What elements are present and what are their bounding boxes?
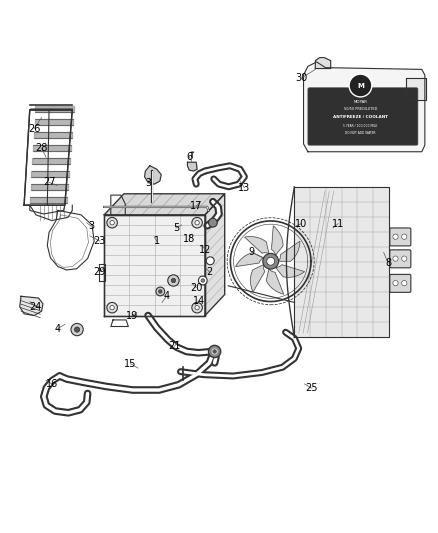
Text: 4: 4 bbox=[163, 291, 170, 301]
Polygon shape bbox=[236, 253, 264, 266]
Circle shape bbox=[171, 278, 176, 282]
FancyBboxPatch shape bbox=[308, 88, 418, 145]
Circle shape bbox=[110, 221, 114, 225]
Text: 15: 15 bbox=[124, 359, 137, 369]
Circle shape bbox=[402, 280, 407, 286]
Circle shape bbox=[206, 257, 214, 265]
Text: 23: 23 bbox=[94, 236, 106, 246]
Circle shape bbox=[195, 221, 199, 225]
Circle shape bbox=[212, 349, 217, 354]
Text: 11: 11 bbox=[332, 219, 344, 229]
Circle shape bbox=[159, 290, 162, 293]
Text: 25: 25 bbox=[306, 383, 318, 393]
Circle shape bbox=[168, 275, 179, 286]
Circle shape bbox=[195, 305, 199, 310]
Text: 50/50 PREDILUTED: 50/50 PREDILUTED bbox=[344, 108, 377, 111]
Text: ANTIFREEZE / COOLANT: ANTIFREEZE / COOLANT bbox=[333, 115, 388, 119]
Polygon shape bbox=[266, 269, 284, 294]
Polygon shape bbox=[272, 226, 283, 255]
Text: 20: 20 bbox=[190, 282, 202, 293]
Circle shape bbox=[71, 324, 83, 336]
Text: 3: 3 bbox=[145, 178, 151, 188]
Polygon shape bbox=[251, 265, 265, 292]
Text: 9: 9 bbox=[249, 247, 255, 257]
Text: 8: 8 bbox=[385, 258, 391, 268]
Circle shape bbox=[349, 74, 372, 97]
Circle shape bbox=[192, 217, 202, 228]
FancyBboxPatch shape bbox=[390, 228, 411, 246]
Text: DO NOT ADD WATER: DO NOT ADD WATER bbox=[345, 131, 376, 135]
Circle shape bbox=[393, 234, 398, 239]
Polygon shape bbox=[279, 241, 300, 261]
Circle shape bbox=[267, 257, 275, 265]
Text: 17: 17 bbox=[190, 201, 202, 211]
Circle shape bbox=[198, 276, 207, 285]
Text: 30: 30 bbox=[295, 73, 307, 83]
Circle shape bbox=[263, 253, 279, 269]
Circle shape bbox=[393, 256, 398, 261]
Text: MOPAR: MOPAR bbox=[353, 100, 367, 104]
Text: 6: 6 bbox=[186, 152, 192, 162]
Text: 10: 10 bbox=[295, 219, 307, 229]
Text: 5: 5 bbox=[173, 223, 179, 233]
Circle shape bbox=[402, 234, 407, 239]
Polygon shape bbox=[104, 194, 225, 215]
Circle shape bbox=[107, 302, 117, 313]
Polygon shape bbox=[276, 265, 304, 277]
Text: 24: 24 bbox=[30, 302, 42, 312]
Text: 28: 28 bbox=[35, 143, 48, 154]
Text: M: M bbox=[357, 83, 364, 88]
Text: 1: 1 bbox=[154, 236, 160, 246]
Text: 29: 29 bbox=[94, 266, 106, 277]
Text: 5 YEAR / 100,000 MILE: 5 YEAR / 100,000 MILE bbox=[343, 124, 378, 128]
Polygon shape bbox=[406, 78, 426, 100]
Polygon shape bbox=[20, 296, 43, 316]
FancyBboxPatch shape bbox=[390, 274, 411, 292]
Circle shape bbox=[74, 327, 80, 332]
Polygon shape bbox=[245, 237, 269, 254]
Text: 27: 27 bbox=[43, 177, 55, 188]
Circle shape bbox=[201, 279, 205, 282]
Circle shape bbox=[402, 256, 407, 261]
Text: 12: 12 bbox=[199, 245, 211, 255]
Text: 3: 3 bbox=[88, 221, 94, 231]
Polygon shape bbox=[205, 194, 225, 316]
Text: 13: 13 bbox=[238, 183, 251, 192]
Circle shape bbox=[192, 302, 202, 313]
Polygon shape bbox=[104, 215, 205, 316]
Polygon shape bbox=[315, 58, 331, 69]
Text: 16: 16 bbox=[46, 379, 58, 389]
Circle shape bbox=[393, 280, 398, 286]
Text: 19: 19 bbox=[126, 311, 138, 320]
Circle shape bbox=[208, 219, 217, 227]
Text: 2: 2 bbox=[206, 266, 212, 277]
Polygon shape bbox=[294, 187, 389, 337]
Circle shape bbox=[110, 305, 114, 310]
Polygon shape bbox=[304, 62, 425, 152]
FancyBboxPatch shape bbox=[390, 250, 411, 268]
Circle shape bbox=[156, 287, 165, 296]
Text: 14: 14 bbox=[193, 296, 205, 305]
Polygon shape bbox=[187, 162, 197, 171]
Text: 21: 21 bbox=[168, 341, 180, 351]
Circle shape bbox=[107, 217, 117, 228]
Circle shape bbox=[208, 345, 221, 358]
Text: 4: 4 bbox=[55, 324, 61, 334]
Text: 18: 18 bbox=[183, 235, 195, 244]
Text: 26: 26 bbox=[28, 124, 40, 134]
Polygon shape bbox=[145, 166, 161, 184]
